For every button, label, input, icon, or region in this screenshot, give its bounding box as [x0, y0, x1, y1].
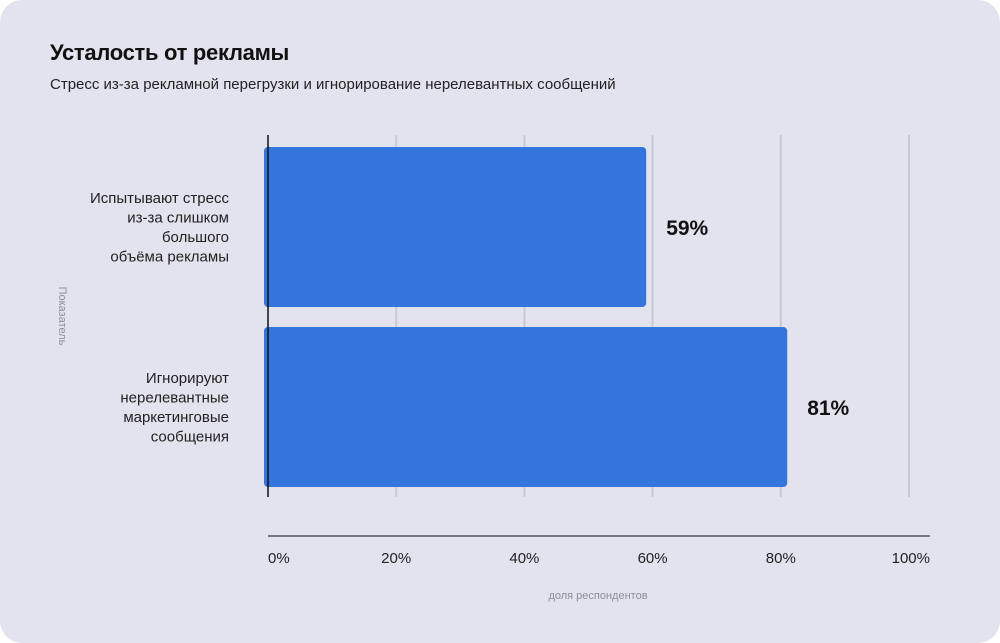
- category-label: нерелевантные: [120, 389, 229, 406]
- x-tick-label: 100%: [892, 550, 930, 567]
- chart-title: Усталость от рекламы: [50, 40, 290, 65]
- x-tick-label: 0%: [268, 550, 290, 567]
- bar-value-label: 81%: [807, 397, 849, 420]
- category-label: сообщения: [151, 428, 229, 445]
- x-tick-label: 20%: [381, 550, 411, 567]
- chart-subtitle: Стресс из-за рекламной перегрузки и игно…: [50, 76, 616, 93]
- y-axis-title: Показатель: [56, 287, 68, 346]
- category-label: объёма рекламы: [110, 248, 229, 265]
- x-axis-title: доля респондентов: [548, 590, 647, 602]
- bar: [264, 147, 647, 307]
- x-tick-label: 80%: [766, 550, 796, 567]
- category-label: Испытывают стресс: [90, 190, 229, 207]
- category-label: маркетинговые: [123, 409, 229, 426]
- x-tick-label: 40%: [509, 550, 539, 567]
- x-tick-label: 60%: [638, 550, 668, 567]
- category-label: Игнорируют: [146, 370, 229, 387]
- bar-value-label: 59%: [666, 217, 708, 240]
- category-label: большого: [162, 229, 229, 246]
- category-label: из-за слишком: [127, 209, 229, 226]
- bar: [264, 327, 788, 487]
